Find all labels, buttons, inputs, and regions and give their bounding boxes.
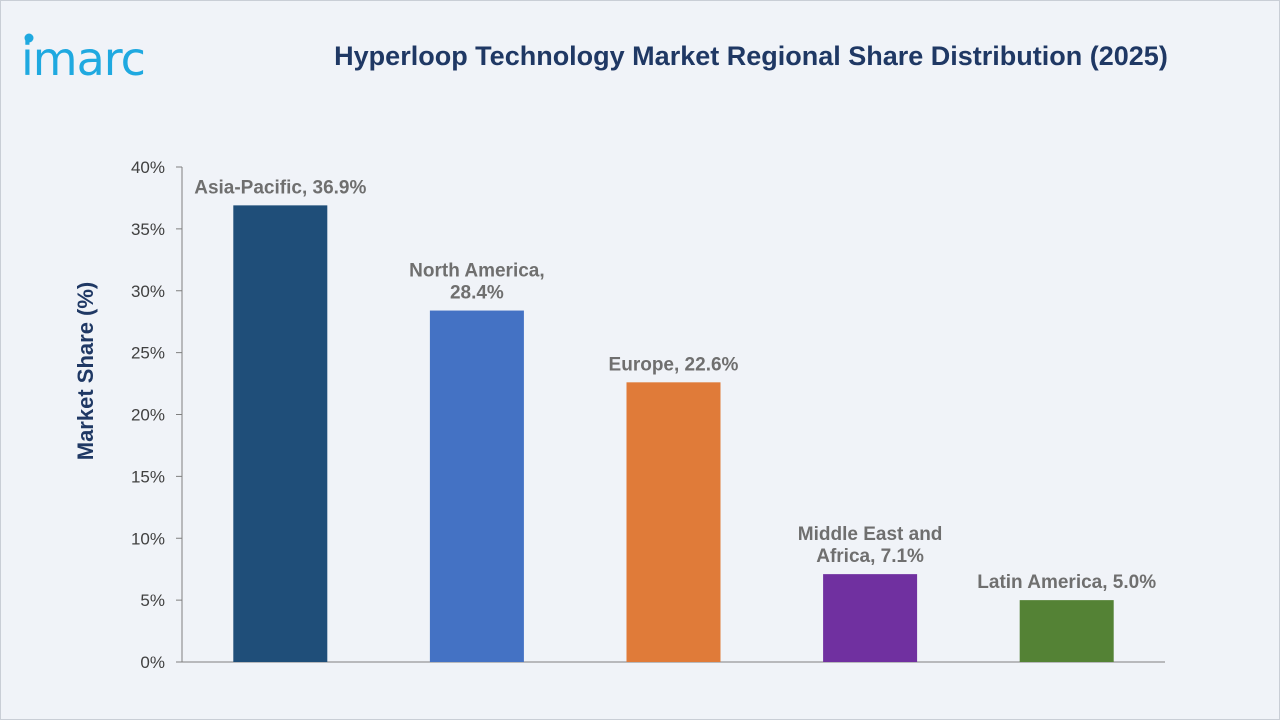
- data-labels: Asia-Pacific, 36.9% North America,28.4% Eu…: [194, 177, 1156, 593]
- chart-title: Hyperloop Technology Market Regional Sha…: [334, 41, 1168, 71]
- data-label: Middle East and: [798, 524, 943, 545]
- bar: [429, 310, 524, 662]
- y-axis-title: Market Share (%): [73, 282, 98, 461]
- y-tick-label: 40%: [131, 158, 165, 177]
- bar: [233, 205, 328, 663]
- data-label: Asia-Pacific, 36.9%: [194, 177, 366, 198]
- bars: [233, 205, 1114, 663]
- logo-text: imarc: [21, 33, 145, 81]
- logo-dot: [24, 33, 34, 43]
- bar: [823, 574, 918, 662]
- y-tick-label: 25%: [131, 344, 165, 363]
- y-tick-label: 10%: [131, 529, 165, 548]
- data-label: Latin America, 5.0%: [977, 572, 1156, 593]
- data-label: Europe, 22.6%: [609, 354, 739, 375]
- data-label: North America,: [409, 261, 545, 282]
- y-tick-label: 5%: [140, 591, 165, 610]
- bar: [626, 382, 721, 662]
- y-tick-label: 15%: [131, 467, 165, 486]
- imarc-logo: imarc: [21, 33, 146, 81]
- y-tick-label: 0%: [140, 653, 165, 672]
- data-label: Africa, 7.1%: [816, 546, 924, 567]
- y-tick-label: 30%: [131, 282, 165, 301]
- y-axis: 0% 5% 10% 15% 20% 25% 30% 35% 40%: [131, 158, 1165, 672]
- data-label: 28.4%: [450, 283, 504, 304]
- y-tick-label: 20%: [131, 406, 165, 425]
- bar: [1019, 600, 1114, 662]
- y-tick-label: 35%: [131, 220, 165, 239]
